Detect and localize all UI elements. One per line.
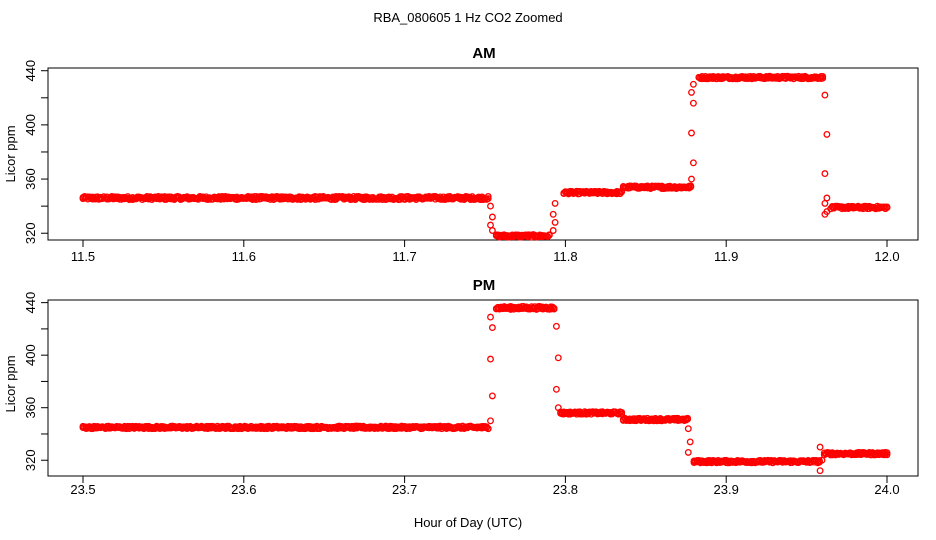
data-point	[689, 99, 697, 107]
data-point	[552, 322, 560, 330]
y-tick-label: 400	[23, 344, 38, 366]
data-point	[554, 404, 562, 412]
y-axis-label-pm: Licor ppm	[3, 355, 18, 412]
panel-am: AM Licor ppm 11.5 11.6 11.7 11.8 11.9 12.0 32…	[3, 45, 919, 264]
x-ticks-pm: 23.5 23.6 23.7 23.8 23.9 24.0	[70, 476, 900, 497]
x-tick-label: 23.9	[714, 482, 739, 497]
data-point	[551, 199, 559, 207]
data-point	[549, 227, 557, 234]
y-tick-label: 440	[23, 60, 38, 82]
x-tick-label: 23.8	[553, 482, 578, 497]
x-tick-label: 24.0	[874, 482, 899, 497]
data-point	[816, 457, 823, 465]
data-point	[487, 313, 494, 321]
y-tick-label: 360	[23, 397, 38, 419]
data-point	[549, 210, 557, 218]
x-tick-label: 12.0	[874, 249, 899, 264]
y-tick-label: 440	[23, 292, 38, 314]
data-point	[310, 194, 318, 202]
y-axis-label-am: Licor ppm	[3, 125, 18, 182]
data-point	[303, 424, 311, 432]
data-point	[688, 88, 695, 96]
data-point	[816, 467, 824, 475]
data-point	[883, 204, 891, 212]
panel-title-am: AM	[472, 45, 495, 62]
data-point	[688, 175, 695, 183]
x-tick-label: 11.9	[714, 249, 738, 264]
data-point	[883, 451, 891, 459]
data-point	[488, 392, 496, 400]
data-point	[544, 233, 552, 241]
data-point	[818, 456, 826, 464]
data-point	[684, 425, 692, 433]
data-point	[869, 449, 876, 457]
data-point	[821, 91, 829, 99]
x-ticks-am: 11.5 11.6 11.7 11.8 11.9 12.0	[71, 240, 900, 264]
data-point	[689, 159, 697, 167]
data-point	[484, 193, 492, 200]
panel-title-pm: PM	[473, 277, 496, 294]
data-point	[821, 199, 829, 207]
data-point	[554, 354, 562, 362]
data-point	[552, 385, 560, 393]
data-point	[484, 425, 492, 433]
data-point	[821, 170, 829, 178]
x-tick-label: 11.8	[553, 249, 577, 264]
data-point	[816, 443, 824, 451]
data-point	[339, 423, 346, 431]
y-ticks-pm: 320 360 400 440	[23, 292, 48, 471]
y-tick-label: 320	[23, 222, 38, 244]
data-point	[671, 183, 679, 191]
data-point	[819, 73, 827, 80]
x-tick-label: 23.7	[392, 482, 417, 497]
data-point	[684, 415, 692, 423]
plot-frame-am	[47, 67, 919, 241]
data-point	[684, 448, 692, 456]
y-tick-label: 320	[23, 449, 38, 471]
data-point	[487, 355, 494, 363]
x-tick-label: 11.5	[71, 249, 95, 264]
data-point	[488, 213, 496, 221]
data-point	[484, 195, 492, 203]
x-tick-label: 11.7	[392, 249, 416, 264]
data-point	[618, 408, 626, 416]
data-point	[204, 196, 212, 204]
figure-title: RBA_080605 1 Hz CO2 Zoomed	[373, 10, 562, 25]
x-tick-label: 23.5	[70, 482, 95, 497]
x-tick-label: 11.6	[232, 249, 256, 264]
data-point	[823, 130, 831, 138]
plot-frame-pm	[47, 299, 919, 477]
data-point	[689, 80, 697, 88]
y-tick-label: 360	[23, 168, 38, 190]
data-point	[688, 129, 695, 137]
data-point	[207, 424, 215, 432]
data-point	[883, 449, 891, 457]
data-point	[686, 438, 694, 446]
data-point	[687, 182, 695, 190]
x-axis-label: Hour of Day (UTC)	[414, 515, 522, 530]
data-point	[129, 194, 137, 201]
points-am	[79, 72, 891, 241]
data-point	[550, 305, 558, 313]
data-point	[488, 324, 496, 332]
data-point	[545, 231, 553, 239]
data-point	[551, 218, 559, 226]
y-tick-label: 400	[23, 114, 38, 136]
points-pm	[79, 302, 891, 475]
data-point	[487, 417, 494, 425]
x-tick-label: 23.6	[231, 482, 256, 497]
data-point	[452, 424, 460, 432]
y-ticks-am: 320 360 400 440	[23, 60, 48, 244]
data-point	[487, 202, 494, 210]
data-point	[821, 210, 829, 218]
panel-pm: PM Licor ppm 23.5 23.6 23.7 23.8 23.9 24.0 32…	[3, 277, 919, 497]
data-point	[488, 227, 496, 234]
